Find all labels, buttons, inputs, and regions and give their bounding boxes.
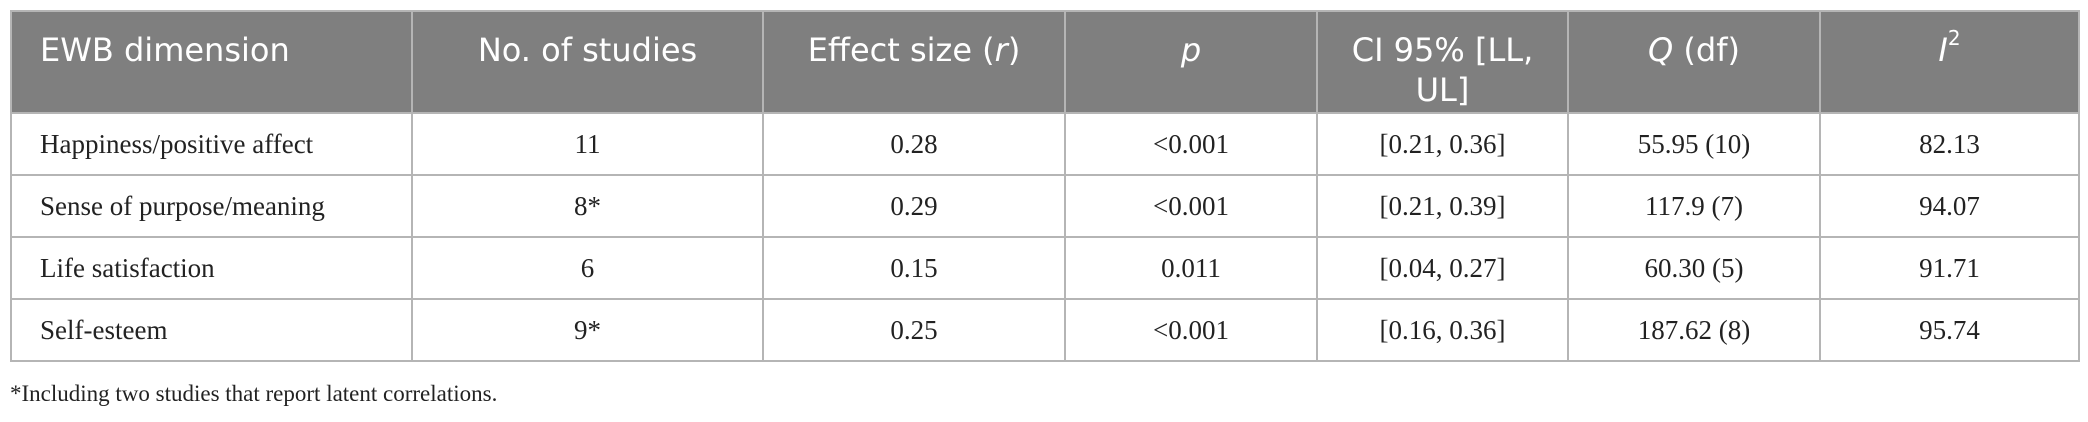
header-effect-size-label: Effect size ( bbox=[807, 31, 995, 69]
cell-dimension: Life satisfaction bbox=[10, 236, 413, 300]
cell-dimension: Happiness/positive affect bbox=[10, 112, 413, 176]
header-effect-size-suffix: ) bbox=[1007, 31, 1021, 69]
cell-p: <0.001 bbox=[1064, 298, 1318, 362]
table-body: Happiness/positive affect 11 0.28 <0.001… bbox=[10, 112, 2080, 362]
header-q-df-label: (df) bbox=[1673, 31, 1740, 69]
cell-i2: 95.74 bbox=[1819, 298, 2080, 362]
cell-effect-size: 0.28 bbox=[762, 112, 1066, 176]
header-ci: CI 95% [LL, UL] bbox=[1316, 10, 1569, 114]
cell-effect-size: 0.25 bbox=[762, 298, 1066, 362]
cell-effect-size: 0.15 bbox=[762, 236, 1066, 300]
cell-studies: 6 bbox=[411, 236, 764, 300]
header-i2-variable: I bbox=[1938, 31, 1948, 69]
header-row: EWB dimension No. of studies Effect size… bbox=[10, 10, 2080, 114]
header-ewb-dimension-label: EWB dimension bbox=[40, 31, 290, 69]
cell-effect-size: 0.29 bbox=[762, 174, 1066, 238]
table-footnote: *Including two studies that report laten… bbox=[10, 381, 498, 406]
header-q-df: Q (df) bbox=[1567, 10, 1821, 114]
header-no-of-studies: No. of studies bbox=[411, 10, 764, 114]
cell-q-df: 55.95 (10) bbox=[1567, 112, 1821, 176]
header-q-variable: Q bbox=[1648, 31, 1674, 69]
cell-studies: 9* bbox=[411, 298, 764, 362]
header-effect-size: Effect size (r) bbox=[762, 10, 1066, 114]
cell-p: <0.001 bbox=[1064, 112, 1318, 176]
header-ci-label: CI 95% [LL, UL] bbox=[1351, 31, 1534, 109]
table-row: Life satisfaction 6 0.15 0.011 [0.04, 0.… bbox=[10, 236, 2080, 300]
cell-dimension: Sense of purpose/meaning bbox=[10, 174, 413, 238]
cell-dimension: Self-esteem bbox=[10, 298, 413, 362]
header-i2-superscript: 2 bbox=[1947, 26, 1961, 51]
cell-p: 0.011 bbox=[1064, 236, 1318, 300]
cell-i2: 94.07 bbox=[1819, 174, 2080, 238]
header-ewb-dimension: EWB dimension bbox=[10, 10, 413, 114]
header-i2: I2 bbox=[1819, 10, 2080, 114]
table-row: Happiness/positive affect 11 0.28 <0.001… bbox=[10, 112, 2080, 176]
header-effect-size-variable: r bbox=[994, 31, 1008, 69]
table-header: EWB dimension No. of studies Effect size… bbox=[10, 10, 2080, 114]
results-table: EWB dimension No. of studies Effect size… bbox=[10, 10, 2080, 362]
header-p: p bbox=[1064, 10, 1318, 114]
cell-studies: 11 bbox=[411, 112, 764, 176]
cell-ci: [0.21, 0.39] bbox=[1316, 174, 1569, 238]
cell-ci: [0.16, 0.36] bbox=[1316, 298, 1569, 362]
table-row: Sense of purpose/meaning 8* 0.29 <0.001 … bbox=[10, 174, 2080, 238]
cell-p: <0.001 bbox=[1064, 174, 1318, 238]
cell-i2: 82.13 bbox=[1819, 112, 2080, 176]
cell-studies: 8* bbox=[411, 174, 764, 238]
cell-q-df: 60.30 (5) bbox=[1567, 236, 1821, 300]
results-table-container: EWB dimension No. of studies Effect size… bbox=[10, 10, 2080, 362]
cell-q-df: 187.62 (8) bbox=[1567, 298, 1821, 362]
header-p-label: p bbox=[1180, 31, 1202, 69]
header-no-of-studies-label: No. of studies bbox=[477, 31, 698, 69]
cell-q-df: 117.9 (7) bbox=[1567, 174, 1821, 238]
cell-ci: [0.21, 0.36] bbox=[1316, 112, 1569, 176]
cell-ci: [0.04, 0.27] bbox=[1316, 236, 1569, 300]
table-row: Self-esteem 9* 0.25 <0.001 [0.16, 0.36] … bbox=[10, 298, 2080, 362]
cell-i2: 91.71 bbox=[1819, 236, 2080, 300]
